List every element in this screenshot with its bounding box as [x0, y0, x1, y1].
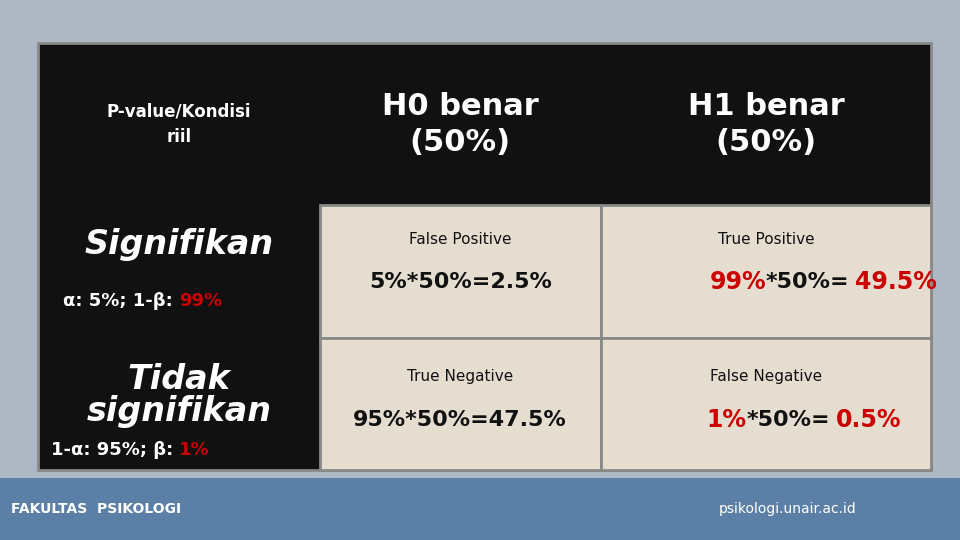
Text: H1 benar
(50%): H1 benar (50%): [687, 92, 845, 157]
Text: 1-α: 95%; β:: 1-α: 95%; β:: [51, 441, 179, 458]
FancyBboxPatch shape: [601, 338, 931, 470]
Text: 49.5%: 49.5%: [855, 270, 937, 294]
Text: *50%=: *50%=: [747, 410, 830, 430]
Text: 5%*50%=2.5%: 5%*50%=2.5%: [369, 272, 552, 292]
Text: False Positive: False Positive: [409, 232, 512, 247]
Text: P-value/Kondisi
riil: P-value/Kondisi riil: [107, 103, 252, 146]
Text: 1%: 1%: [179, 441, 209, 458]
Text: Tidak: Tidak: [128, 363, 230, 396]
FancyBboxPatch shape: [320, 338, 601, 470]
Text: 1%: 1%: [707, 408, 747, 432]
Text: signifikan: signifikan: [86, 395, 272, 428]
Text: Signifikan: Signifikan: [84, 228, 274, 261]
Text: 99%: 99%: [709, 270, 766, 294]
Text: True Negative: True Negative: [407, 369, 514, 384]
FancyBboxPatch shape: [38, 43, 931, 470]
FancyBboxPatch shape: [320, 205, 601, 338]
Text: False Negative: False Negative: [710, 369, 822, 384]
Text: FAKULTAS  PSIKOLOGI: FAKULTAS PSIKOLOGI: [11, 502, 181, 516]
Text: α: 5%; 1-β:: α: 5%; 1-β:: [63, 292, 179, 310]
Text: True Positive: True Positive: [718, 232, 814, 247]
Text: 99%: 99%: [179, 292, 222, 310]
Text: H0 benar
(50%): H0 benar (50%): [382, 92, 539, 157]
Text: psikologi.unair.ac.id: psikologi.unair.ac.id: [718, 502, 856, 516]
Text: *50%=: *50%=: [766, 272, 850, 292]
Text: 95%*50%=47.5%: 95%*50%=47.5%: [353, 410, 567, 430]
Text: 0.5%: 0.5%: [836, 408, 901, 432]
Bar: [0, 478, 960, 540]
FancyBboxPatch shape: [601, 205, 931, 338]
